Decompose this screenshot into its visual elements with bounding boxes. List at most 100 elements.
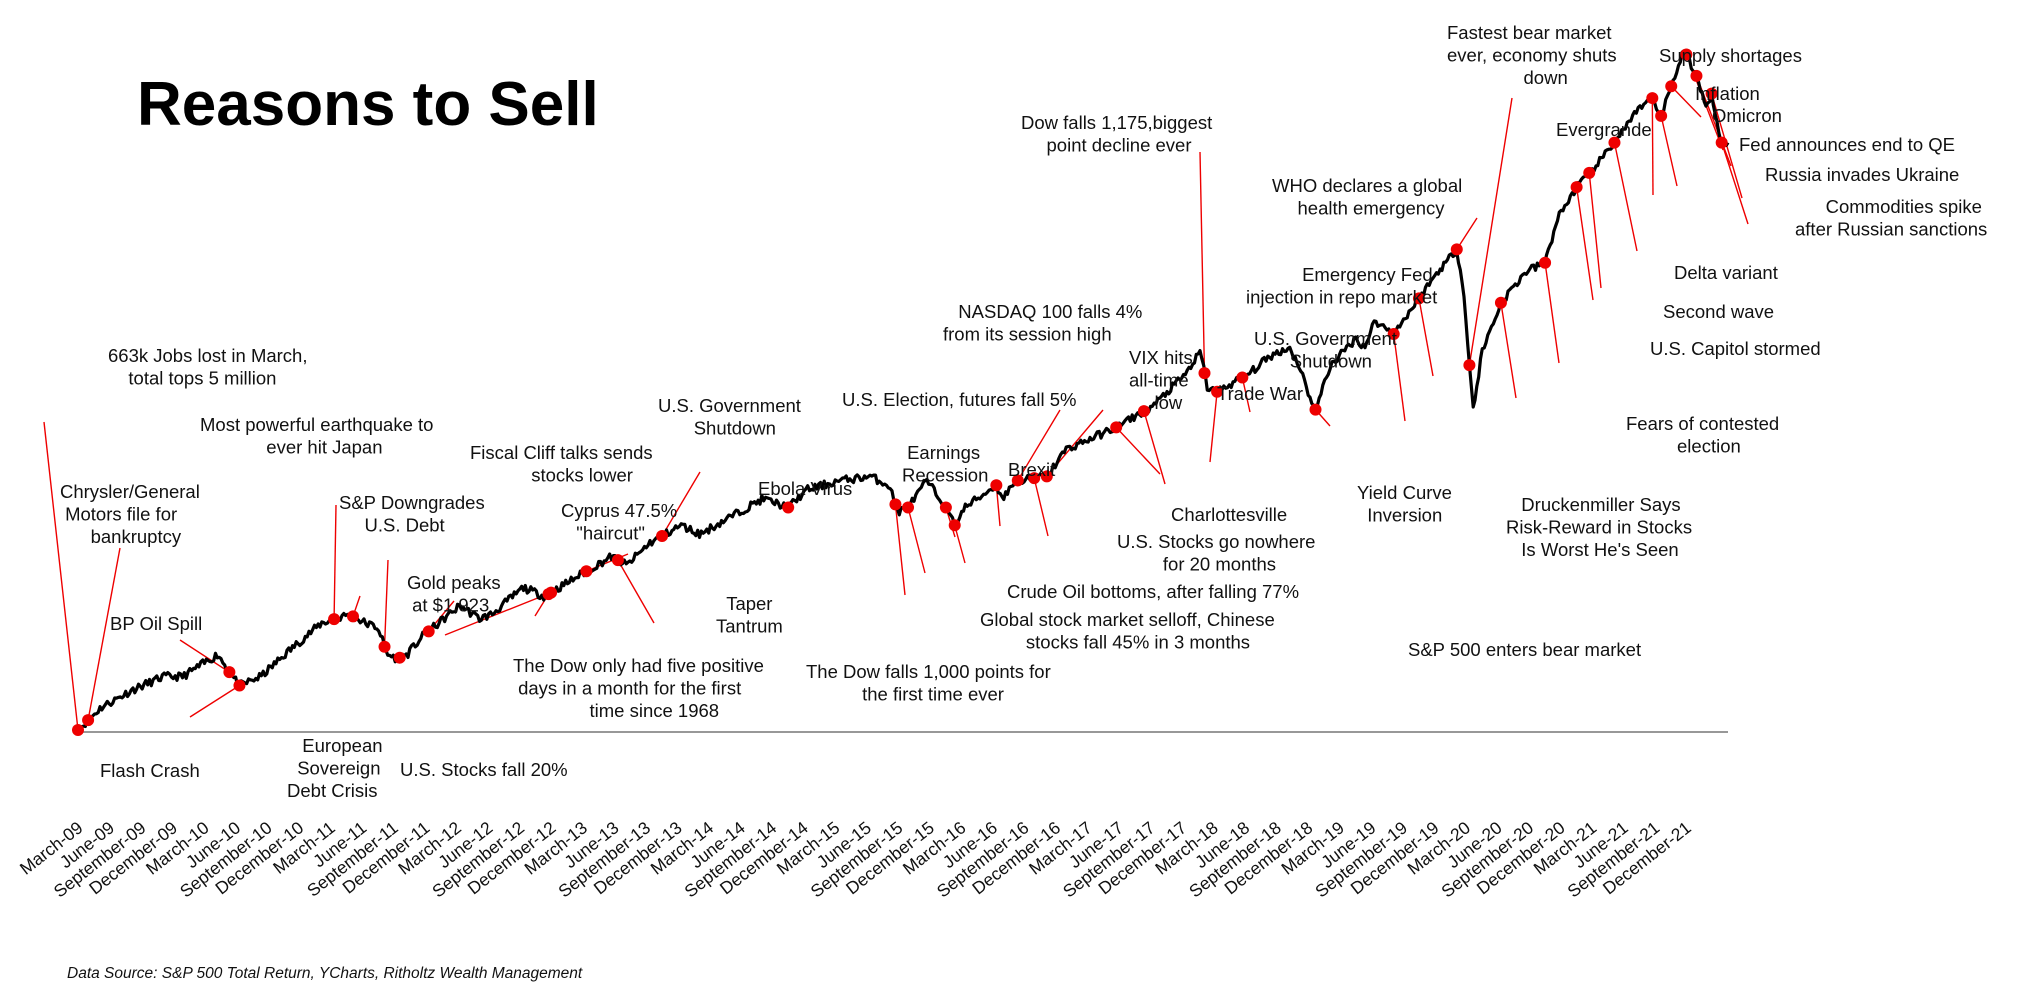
annotation-leader-lines: [43, 54, 1749, 731]
event-markers: [72, 48, 1728, 736]
event-marker: [782, 501, 795, 514]
annotation-label: Inflation: [1695, 83, 1760, 104]
annotation-label: The Dow falls 1,000 points for the first …: [806, 661, 1051, 705]
annotation-label: WHO declares a global health emergency: [1272, 175, 1462, 219]
annotation-label: NASDAQ 100 falls 4% from its session high: [943, 301, 1142, 345]
annotation-label: Earnings Recession: [902, 442, 988, 486]
annotation-label: Fears of contested election: [1626, 413, 1779, 457]
event-marker: [1646, 92, 1659, 105]
annotation-leader: [1418, 298, 1434, 377]
event-marker: [1494, 296, 1507, 309]
annotation-label: Dow falls 1,175,biggest point decline eve…: [1021, 112, 1212, 156]
event-marker: [1539, 256, 1552, 269]
annotation-label: Fiscal Cliff talks sends stocks lower: [470, 442, 653, 486]
event-marker: [1608, 136, 1621, 149]
event-marker: [611, 554, 624, 567]
annotation-label: European Sovereign Debt Crisis: [287, 735, 383, 801]
event-marker: [1715, 136, 1728, 149]
annotation-label: Charlottesville: [1171, 504, 1287, 525]
event-marker: [347, 610, 359, 623]
annotation-label: Omicron: [1712, 105, 1782, 126]
event-marker: [948, 519, 961, 532]
annotation-leader: [43, 421, 79, 731]
event-marker: [233, 679, 246, 692]
event-marker: [1450, 243, 1463, 256]
annotation-leader: [383, 559, 389, 647]
annotation-label: Global stock market selloff, Chinese stoc…: [980, 609, 1275, 653]
annotation-leader: [617, 559, 655, 624]
annotation-label: Yield Curve Inversion: [1357, 482, 1452, 526]
event-marker: [902, 501, 915, 514]
annotation-leader: [1468, 97, 1513, 366]
annotation-label: Most powerful earthquake to ever hit Japa…: [200, 414, 433, 458]
annotation-leader: [1033, 477, 1049, 537]
annotation-label: Second wave: [1663, 301, 1774, 322]
annotation-leader: [333, 504, 337, 620]
annotation-label: 663k Jobs lost in March, total tops 5 mil…: [108, 345, 307, 389]
annotation-leader: [1721, 142, 1749, 225]
annotation-leader: [1660, 115, 1678, 187]
event-marker: [1040, 470, 1053, 483]
event-marker: [1110, 421, 1123, 434]
annotation-label: Gold peaks at $1,923: [407, 572, 501, 616]
annotation-leader: [907, 507, 926, 574]
event-marker: [1680, 48, 1693, 61]
annotation-label: Trade War: [1217, 383, 1303, 404]
event-marker: [990, 479, 1003, 492]
annotation-label: U.S. Stocks fall 20%: [400, 759, 568, 780]
annotation-leader: [1199, 151, 1206, 374]
annotation-leader: [1115, 426, 1161, 475]
annotation-label: U.S. Government Shutdown: [658, 395, 801, 439]
event-marker: [1655, 109, 1668, 122]
event-marker: [378, 640, 391, 653]
annotation-label: Druckenmiller Says Risk-Reward in Stocks I…: [1506, 494, 1692, 560]
annotation-label: Flash Crash: [100, 760, 200, 781]
event-marker: [422, 625, 435, 638]
annotation-leader: [444, 591, 552, 636]
annotation-label: U.S. Stocks go nowhere for 20 months: [1117, 531, 1315, 575]
annotation-label: Delta variant: [1674, 262, 1778, 283]
annotation-leader: [87, 547, 121, 721]
event-marker: [1236, 371, 1249, 384]
event-marker: [1690, 69, 1703, 82]
event-marker: [72, 724, 84, 736]
annotation-leader: [894, 504, 906, 596]
event-marker: [656, 529, 669, 542]
annotation-label: U.S. Capitol stormed: [1650, 338, 1821, 359]
annotation-leader: [954, 525, 966, 564]
event-marker: [393, 651, 406, 664]
annotation-label: U.S. Election, futures fall 5%: [842, 389, 1076, 410]
annotation-leader: [1575, 186, 1594, 301]
annotation-label: Taper Tantrum: [716, 593, 783, 637]
event-marker: [580, 565, 593, 578]
event-marker: [1705, 87, 1718, 100]
annotation-leader: [1500, 302, 1517, 399]
annotation-label: Commodities spike after Russian sanctions: [1795, 196, 1987, 240]
data-source-note: Data Source: S&P 500 Total Return, YChar…: [67, 965, 583, 982]
annotation-leader: [1456, 217, 1478, 250]
event-marker: [82, 714, 95, 727]
event-marker: [1665, 80, 1678, 93]
event-marker: [1211, 385, 1224, 398]
event-marker: [1137, 405, 1150, 418]
annotation-label: Russia invades Ukraine: [1765, 164, 1959, 185]
event-marker: [1387, 327, 1400, 340]
annotation-label: Evergrande: [1556, 119, 1652, 140]
event-marker: [328, 613, 341, 626]
event-marker: [939, 501, 952, 514]
event-marker: [1412, 292, 1425, 305]
annotation-leader: [1209, 391, 1218, 463]
annotation-label: BP Oil Spill: [110, 613, 202, 634]
event-marker: [545, 586, 558, 599]
annotation-label: Ebola Virus: [758, 478, 852, 499]
event-marker: [1011, 474, 1024, 487]
annotation-leader: [1393, 333, 1406, 422]
annotation-label: Brexit: [1008, 459, 1055, 480]
annotation-label: Emergency Fed injection in repo market: [1246, 264, 1437, 308]
annotation-label: Supply shortages: [1659, 45, 1802, 66]
annotation-label: U.S. Government Shutdown: [1254, 328, 1397, 372]
annotation-leader: [1651, 98, 1654, 196]
annotation-label: Crude Oil bottoms, after falling 77%: [1007, 581, 1299, 602]
event-marker: [1028, 472, 1041, 485]
